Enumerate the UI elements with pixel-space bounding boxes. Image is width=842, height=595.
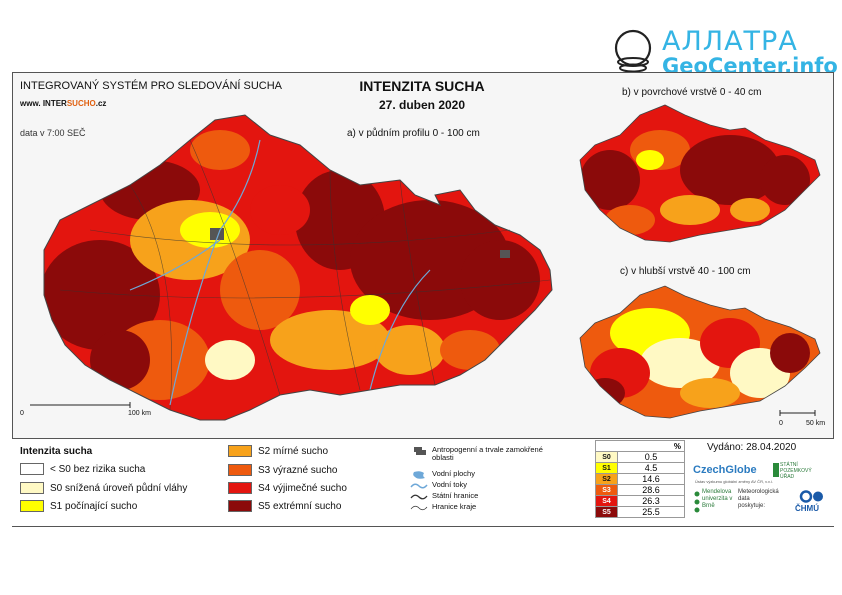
- legend-class-none: < S0 bez rizika sucha: [20, 462, 145, 476]
- allatra-logo-icon: [614, 29, 652, 73]
- legend-symbol-state-border: Státní hranice: [410, 492, 478, 502]
- legend-swatch: [228, 464, 252, 476]
- map-a-full-profile: [30, 114, 553, 421]
- legend-swatch: [228, 500, 252, 512]
- urban-area-icon: [414, 447, 426, 455]
- map-c-label: c) v hlubší vrstvě 40 - 100 cm: [620, 266, 751, 277]
- percent-table: % S0 0.5 S1 4.5 S2 14.6 S3 28.6 S4 26.3 S5 25.…: [595, 440, 685, 518]
- chmu-logo: ČHMÚ: [795, 504, 819, 513]
- legend-swatch: [20, 500, 44, 512]
- percent-table-header: %: [595, 440, 685, 452]
- legend-class-s5: S5 extrémní sucho: [228, 499, 341, 513]
- scale-small-end: 50 km: [806, 420, 826, 427]
- allatra-watermark: АЛЛАТРА GeoCenter.info: [612, 26, 838, 78]
- legend-swatch: [20, 482, 44, 494]
- legend-class-s3: S3 výrazné sucho: [228, 463, 338, 477]
- legend-symbol-water: Vodní plochy: [410, 470, 475, 480]
- map-b-label: b) v povrchové vrstvě 0 - 40 cm: [622, 87, 762, 98]
- scale-bar-small: [779, 410, 816, 416]
- czechglobe-logo: CzechGlobe: [693, 464, 757, 476]
- chmu-logo-icon: [799, 490, 823, 503]
- scale-bar-main: [30, 402, 131, 408]
- legend-class-s4: S4 výjimečné sucho: [228, 481, 347, 495]
- table-row: S1 4.5: [595, 462, 685, 474]
- map-c-deep-layer: [579, 285, 821, 419]
- watermark-line1: АЛЛАТРА: [662, 26, 798, 57]
- water-body-icon: [413, 471, 425, 479]
- legend-swatch: [228, 482, 252, 494]
- scale-main-end: 100 km: [128, 410, 151, 417]
- legend-symbol-urban: Antropogenní a trvale zamokřené oblasti: [410, 446, 550, 462]
- region-border-icon: [410, 505, 428, 511]
- issued-date: Vydáno: 28.04.2020: [707, 442, 797, 453]
- mendel-logo-icon: [694, 491, 700, 513]
- scale-main-start: 0: [20, 410, 24, 417]
- map-b-surface-layer: [579, 104, 821, 243]
- legend-symbol-region-border: Hranice kraje: [410, 503, 476, 513]
- table-row: S3 28.6: [595, 484, 685, 496]
- river-icon: [410, 483, 428, 489]
- main-title: INTENZITA SUCHA: [359, 78, 485, 94]
- legend-swatch: [228, 445, 252, 457]
- table-row: S0 0.5: [595, 451, 685, 463]
- legend-title: Intenzita sucha: [20, 446, 93, 457]
- table-row: S2 14.6: [595, 473, 685, 485]
- table-row: S4 26.3: [595, 495, 685, 507]
- table-row: S5 25.5: [595, 506, 685, 518]
- map-date: 27. duben 2020: [378, 98, 466, 112]
- mendel-logo: Mendelova univerzita v Brně: [702, 489, 733, 509]
- czechglobe-subtitle: Ústav výzkumu globální změny AV ČR, v.v.…: [695, 479, 773, 484]
- intersucho-url[interactable]: www. INTERSUCHO.cz: [20, 99, 107, 108]
- chmu-provider-text: Meteorologická data poskytuje:: [738, 489, 779, 509]
- legend-class-s2: S2 mírné sucho: [228, 444, 328, 458]
- legend-class-s0: S0 snížená úroveň půdní vláhy: [20, 481, 187, 495]
- state-border-icon: [410, 494, 428, 500]
- spu-logo-icon: [773, 463, 779, 477]
- legend-symbol-river: Vodní toky: [410, 481, 467, 491]
- time-note: data v 7:00 SEČ: [20, 128, 86, 138]
- system-title: INTEGROVANÝ SYSTÉM PRO SLEDOVÁNÍ SUCHA: [20, 80, 283, 92]
- scale-small-start: 0: [779, 420, 783, 427]
- legend-swatch: [20, 463, 44, 475]
- spu-logo: STÁTNÍ POZEMKOVÝ ÚŘAD: [780, 462, 812, 480]
- map-a-label: a) v půdním profilu 0 - 100 cm: [347, 128, 480, 139]
- legend-class-s1: S1 počínající sucho: [20, 499, 137, 513]
